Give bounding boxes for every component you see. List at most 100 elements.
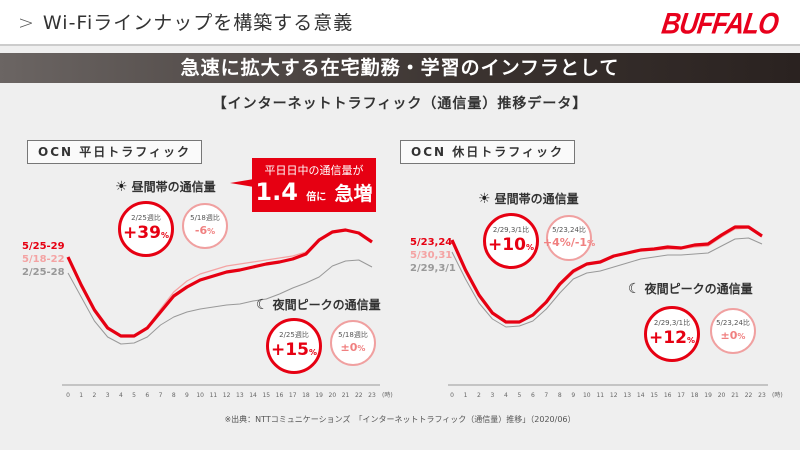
x-tick-label: 11 [596, 392, 604, 399]
x-tick-label: 22 [355, 392, 363, 399]
x-tick-label: 13 [623, 392, 631, 399]
callout-line1: 平日日中の通信量が [264, 164, 364, 177]
x-tick-label: 23 [368, 392, 376, 399]
x-tick-label: 14 [637, 392, 645, 399]
x-tick-label: 8 [558, 392, 562, 399]
increase-callout: 平日日中の通信量が 1.4 倍に 急増 [252, 158, 376, 212]
percent-sign: % [686, 335, 695, 345]
legend-holiday-2: 5/30,31 [410, 250, 453, 261]
x-tick-label: 17 [289, 392, 297, 399]
night-label-text: 夜間ピークの通信量 [272, 298, 381, 312]
badge-caption: 5/23,24比 [552, 225, 586, 234]
series-line-5-18-22 [67, 229, 373, 336]
holiday-night-big-badge: 2/29,3/1比 +12% [644, 306, 700, 362]
x-tick-label: 4 [119, 392, 123, 399]
page-title-text: Wi-Fiラインナップを構築する意義 [42, 12, 354, 34]
badge-caption: 2/29,3/1比 [653, 318, 691, 327]
x-tick-label: 19 [315, 392, 323, 399]
x-tick-label: 2 [477, 392, 481, 399]
x-tick-label: 10 [196, 392, 204, 399]
badge-value: +15% [271, 340, 317, 363]
holiday-day-small-badge: 5/23,24比 +4%/-1% [543, 215, 595, 261]
percent-sign: % [160, 230, 169, 240]
badge-number: +4%/-1 [542, 235, 588, 249]
x-tick-label: 4 [504, 392, 508, 399]
percent-sign: % [207, 226, 216, 236]
x-tick-label: 7 [544, 392, 548, 399]
banner: 急速に拡大する在宅勤務・学習のインフラとして [0, 53, 800, 83]
legend-weekday-3: 2/25-28 [22, 267, 65, 278]
daytime-label-holiday: ☀ 昼間帯の通信量 [478, 190, 579, 207]
night-label-weekday: ☾ 夜間ピークの通信量 [256, 296, 381, 313]
percent-sign: % [308, 347, 317, 357]
badge-value: ±0% [341, 340, 366, 357]
x-tick-label: 16 [276, 392, 284, 399]
badge-value: ±0% [721, 328, 746, 345]
daytime-label-weekday: ☀ 昼間帯の通信量 [115, 178, 216, 195]
page-title: > Wi-Fiラインナップを構築する意義 [18, 8, 353, 35]
panel-label-holiday: OCN 休日トラフィック [400, 140, 575, 164]
badge-caption: 2/25週比 [131, 213, 161, 222]
x-tick-label: 1 [79, 392, 83, 399]
legend-holiday-1: 5/23,24 [410, 237, 453, 248]
x-tick-label: 22 [745, 392, 753, 399]
holiday-day-big-badge: 2/29,3/1比 +10% [483, 213, 539, 269]
legend-holiday-3: 2/29,3/1 [410, 263, 456, 274]
badge-number: +12 [649, 327, 687, 348]
x-tick-label: 0 [66, 392, 70, 399]
x-tick-label: 20 [718, 392, 726, 399]
weekday-day-small-badge: 5/18週比 -6% [182, 203, 228, 249]
callout-mid: 倍に [306, 192, 327, 203]
badge-value: +10% [488, 235, 534, 258]
x-tick-label: 0 [450, 392, 454, 399]
percent-sign: % [525, 242, 534, 252]
badge-value: -6% [195, 223, 215, 240]
night-label-holiday: ☾ 夜間ピークの通信量 [628, 280, 753, 297]
badge-number: +39 [123, 222, 161, 243]
weekday-night-small-badge: 5/18週比 ±0% [330, 320, 376, 366]
badge-value: +39% [123, 223, 169, 246]
badge-value: +4%/-1% [543, 235, 595, 252]
x-tick-label: 1 [464, 392, 468, 399]
x-tick-label: 10 [583, 392, 591, 399]
x-tick-label: 23 [758, 392, 766, 399]
sun-icon: ☀ [478, 190, 491, 207]
section-subtitle: 【インターネットトラフィック（通信量）推移データ】 [212, 96, 588, 112]
x-tick-label: 19 [704, 392, 712, 399]
x-tick-label: 9 [571, 392, 575, 399]
x-tick-label: 18 [302, 392, 310, 399]
badge-caption: 5/18週比 [338, 330, 368, 339]
source-note: ※出典：NTTコミュニケーションズ 「インターネットトラフィック（通信量）推移」… [224, 415, 576, 424]
series-line-2-29-3-1 [451, 237, 763, 328]
panel-label-weekday: OCN 平日トラフィック [27, 140, 202, 164]
badge-caption: 5/18週比 [190, 213, 220, 222]
holiday-night-small-badge: 5/23,24比 ±0% [710, 308, 756, 354]
series-line-5-25-29 [66, 228, 373, 338]
series-line-5-23-24 [450, 225, 763, 324]
x-tick-label: 16 [664, 392, 672, 399]
x-tick-label: 18 [691, 392, 699, 399]
x-tick-label: 17 [677, 392, 685, 399]
x-tick-label: 21 [342, 392, 350, 399]
x-tick-label: 5 [517, 392, 521, 399]
x-tick-label: 15 [262, 392, 270, 399]
badge-caption: 5/23,24比 [716, 318, 750, 327]
x-tick-label: 20 [329, 392, 337, 399]
percent-sign: % [737, 331, 746, 341]
sun-icon: ☀ [115, 178, 128, 195]
header-bar: > Wi-Fiラインナップを構築する意義 BUFFALO [0, 0, 800, 46]
badge-number: +10 [488, 234, 526, 255]
badge-number: -6 [194, 223, 208, 237]
badge-caption: 2/29,3/1比 [492, 225, 530, 234]
callout-line2: 1.4 倍に 急増 [252, 178, 376, 212]
x-tick-label: 6 [531, 392, 535, 399]
x-tick-label: 9 [185, 392, 189, 399]
x-tick-label: 3 [491, 392, 495, 399]
moon-icon: ☾ [628, 280, 641, 297]
weekday-night-big-badge: 2/25週比 +15% [266, 318, 322, 374]
x-axis-unit: (時) [772, 391, 783, 399]
x-tick-label: 8 [172, 392, 176, 399]
percent-sign: % [587, 238, 596, 248]
callout-number: 1.4 [255, 178, 298, 206]
